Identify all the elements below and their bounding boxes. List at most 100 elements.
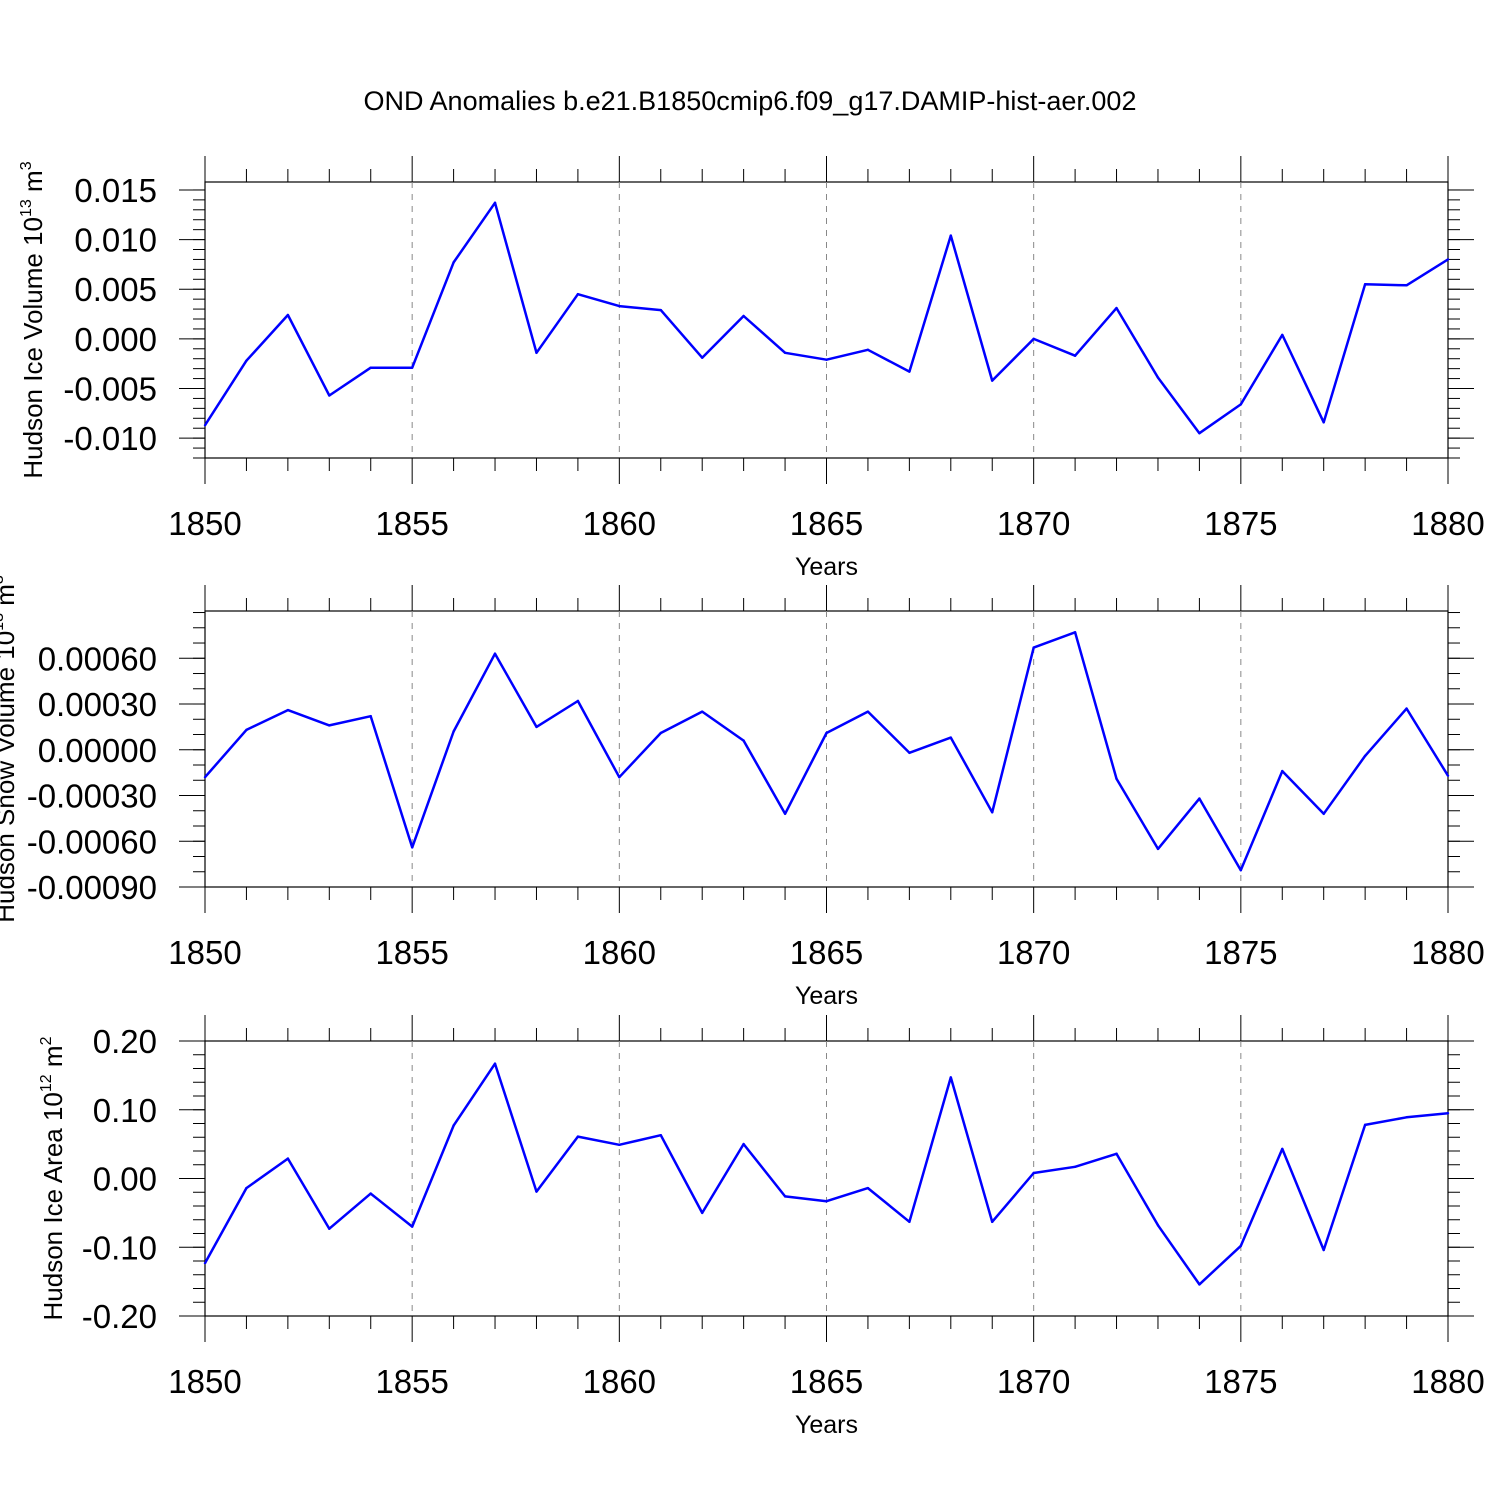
data-point bbox=[535, 725, 538, 729]
data-point bbox=[1405, 707, 1408, 710]
x-tick-label: 1875 bbox=[1204, 505, 1277, 542]
x-tick-label: 1860 bbox=[583, 505, 656, 542]
series-line bbox=[205, 631, 1448, 872]
data-point bbox=[991, 379, 994, 382]
y-axis-title-unit: m bbox=[18, 170, 48, 199]
chart-title: OND Anomalies b.e21.B1850cmip6.f09_g17.D… bbox=[364, 86, 1137, 116]
x-tick-label: 1850 bbox=[168, 1363, 241, 1400]
data-point bbox=[783, 1195, 787, 1198]
data-point bbox=[1405, 284, 1408, 287]
y-tick-label: 0.000 bbox=[74, 321, 157, 358]
x-tick-label: 1870 bbox=[997, 1363, 1070, 1400]
y-tick-label: 0.00060 bbox=[38, 640, 157, 677]
data-point bbox=[908, 751, 911, 755]
data-point bbox=[1446, 1111, 1450, 1115]
data-point bbox=[203, 424, 207, 427]
data-point bbox=[576, 292, 580, 296]
data-point bbox=[1405, 1116, 1408, 1119]
y-tick-label: 0.00 bbox=[93, 1161, 157, 1198]
data-point bbox=[701, 356, 704, 359]
data-point bbox=[1446, 774, 1450, 777]
x-tick-label: 1875 bbox=[1204, 1363, 1277, 1400]
data-point bbox=[1198, 1283, 1201, 1286]
y-tick-label: 0.00000 bbox=[38, 732, 157, 769]
data-point bbox=[410, 1225, 414, 1228]
data-point bbox=[1115, 777, 1118, 780]
x-axis-title: Years bbox=[795, 553, 858, 581]
x-tick-label: 1850 bbox=[168, 934, 241, 971]
data-point bbox=[1156, 1224, 1160, 1227]
data-point bbox=[286, 708, 290, 712]
data-point bbox=[245, 1186, 248, 1190]
y-tick-label: -0.00090 bbox=[27, 869, 157, 906]
data-point bbox=[825, 731, 828, 735]
data-point bbox=[1363, 1123, 1367, 1127]
data-point bbox=[1363, 283, 1367, 286]
data-point bbox=[701, 710, 704, 713]
y-axis-title: Hudson Ice Area 1012 m2 bbox=[38, 1036, 68, 1320]
x-tick-label: 1880 bbox=[1411, 505, 1484, 542]
data-point bbox=[825, 1199, 828, 1203]
data-point bbox=[659, 731, 662, 735]
data-point bbox=[1073, 354, 1077, 357]
x-tick-label: 1855 bbox=[375, 505, 448, 542]
data-point bbox=[1032, 1171, 1035, 1175]
panel-1: 1850 1855 1860 1865 1870 1875 1880 Years 0.015 0.… bbox=[18, 156, 1485, 581]
data-point bbox=[701, 1211, 704, 1215]
y-tick-label: -0.20 bbox=[82, 1298, 157, 1335]
data-point bbox=[1281, 769, 1284, 773]
y-tick-label: 0.20 bbox=[93, 1023, 157, 1060]
x-tick-label: 1870 bbox=[997, 934, 1070, 971]
x-tick-label: 1850 bbox=[168, 505, 241, 542]
data-point bbox=[328, 394, 331, 397]
panel-2: 1850 1855 1860 1865 1870 1875 1880 Years 0.00060… bbox=[0, 575, 1485, 1010]
y-axis-title-unit-exponent: 3 bbox=[0, 575, 7, 584]
x-axis-title: Years bbox=[795, 982, 858, 1010]
data-point bbox=[410, 846, 414, 849]
y-tick-label: 0.00030 bbox=[38, 686, 157, 723]
data-point bbox=[1156, 376, 1160, 379]
data-point bbox=[535, 1190, 538, 1193]
data-point bbox=[1073, 1165, 1077, 1169]
data-point bbox=[286, 1157, 290, 1160]
data-point bbox=[825, 358, 828, 361]
data-point bbox=[1239, 1244, 1243, 1248]
data-point bbox=[328, 724, 331, 727]
data-point bbox=[452, 261, 455, 264]
data-point bbox=[866, 710, 870, 713]
data-point bbox=[742, 314, 745, 318]
data-point bbox=[866, 348, 870, 351]
data-point bbox=[245, 359, 248, 362]
y-tick-label: -0.00030 bbox=[27, 778, 157, 815]
data-point bbox=[452, 730, 455, 733]
data-point bbox=[286, 313, 290, 317]
y-axis-title-unit-exponent: 2 bbox=[38, 1036, 55, 1045]
x-tick-label: 1860 bbox=[583, 934, 656, 971]
data-point bbox=[949, 234, 952, 237]
data-point bbox=[659, 308, 662, 312]
data-point bbox=[410, 366, 414, 369]
y-tick-label: -0.010 bbox=[63, 420, 157, 457]
data-point bbox=[866, 1186, 870, 1190]
x-tick-label: 1855 bbox=[375, 934, 448, 971]
x-tick-label: 1860 bbox=[583, 1363, 656, 1400]
data-point bbox=[742, 1142, 745, 1146]
data-point bbox=[369, 1192, 372, 1195]
data-point bbox=[991, 811, 994, 814]
x-tick-label: 1865 bbox=[790, 505, 863, 542]
y-axis-title-exponent: 13 bbox=[0, 613, 7, 631]
x-tick-label: 1865 bbox=[790, 934, 863, 971]
data-point bbox=[1239, 869, 1243, 872]
y-axis-title-exponent: 12 bbox=[38, 1074, 55, 1092]
data-point bbox=[1322, 421, 1325, 424]
y-tick-label: 0.10 bbox=[93, 1092, 157, 1129]
x-tick-label: 1880 bbox=[1411, 934, 1484, 971]
y-tick-label: 0.015 bbox=[74, 172, 157, 209]
data-point bbox=[493, 652, 497, 655]
data-point bbox=[1322, 812, 1325, 816]
data-point bbox=[328, 1227, 331, 1230]
y-tick-label: 0.005 bbox=[74, 271, 157, 308]
data-point bbox=[576, 1135, 580, 1138]
data-point bbox=[908, 370, 911, 373]
data-point bbox=[783, 812, 787, 816]
